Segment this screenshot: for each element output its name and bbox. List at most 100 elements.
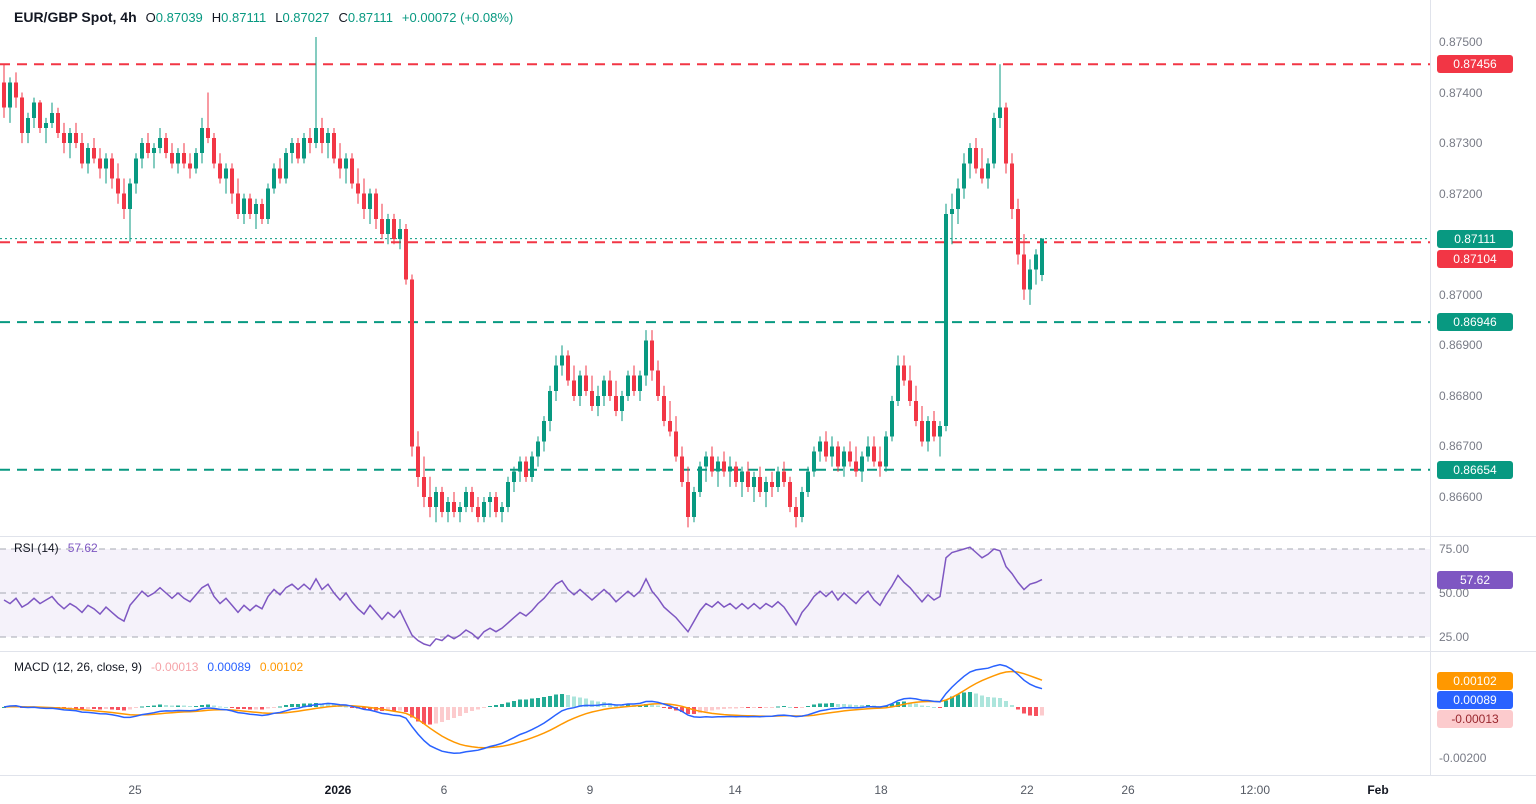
- candle-body: [752, 476, 756, 487]
- candle-body: [188, 163, 192, 169]
- macd-histogram-bar: [968, 692, 972, 707]
- candle-body: [152, 148, 156, 154]
- macd-histogram-bar: [188, 706, 192, 708]
- candle-body: [722, 461, 726, 472]
- macd-histogram-bar: [368, 707, 372, 710]
- candle-body: [50, 112, 54, 123]
- macd-histogram-bar: [842, 703, 846, 707]
- macd-histogram-bar: [782, 706, 786, 708]
- candle-body: [614, 395, 618, 412]
- macd-histogram-bar: [284, 705, 288, 707]
- macd-histogram-bar: [584, 698, 588, 707]
- candle-body: [80, 143, 84, 164]
- macd-histogram-bar: [812, 704, 816, 707]
- macd-histogram-bar: [998, 698, 1002, 707]
- candle-body: [626, 375, 630, 396]
- candle-body: [194, 153, 198, 169]
- macd-histogram-bar: [110, 707, 114, 710]
- macd-histogram-bar: [524, 699, 528, 707]
- rsi-title[interactable]: RSI (14): [14, 541, 59, 555]
- axis-tick-label: 0.87300: [1439, 136, 1483, 151]
- chart-canvas[interactable]: [0, 0, 1536, 775]
- macd-histogram-bar: [392, 707, 396, 712]
- macd-histogram-bar: [926, 705, 930, 707]
- candle-body: [734, 466, 738, 482]
- macd-histogram-bar: [698, 707, 702, 713]
- price-label-badge: 0.87111: [1437, 229, 1513, 248]
- candle-body: [662, 395, 666, 422]
- macd-histogram-bar: [788, 706, 792, 708]
- macd-histogram-bar: [452, 707, 456, 719]
- candle-body: [686, 481, 690, 518]
- macd-histogram-bar: [278, 706, 282, 708]
- candle-body: [692, 491, 696, 518]
- candle-body: [164, 138, 168, 154]
- axis-tick-label: 75.00: [1439, 542, 1470, 556]
- macd-histogram-bar: [590, 700, 594, 707]
- candle-body: [764, 481, 768, 492]
- time-axis[interactable]: 25 2026 6 9 14 18 22 26 12:00 Feb: [0, 775, 1536, 804]
- candle-body: [266, 188, 270, 219]
- macd-histogram-bar: [146, 706, 150, 708]
- candle-body: [458, 507, 462, 513]
- macd-histogram-bar: [434, 707, 438, 724]
- candle-body: [224, 168, 228, 179]
- candle-body: [320, 127, 324, 144]
- macd-histogram-bar: [194, 705, 198, 707]
- macd-histogram-bar: [518, 699, 522, 707]
- candle-body: [746, 471, 750, 487]
- candle-body: [488, 497, 492, 503]
- time-tick-label: 25: [128, 783, 142, 797]
- candle-body: [182, 153, 186, 164]
- candle-body: [278, 168, 282, 179]
- candle-body: [554, 365, 558, 391]
- candle-body: [398, 229, 402, 240]
- candle-body: [1022, 254, 1026, 290]
- candle-body: [620, 395, 624, 412]
- time-tick-label: 9: [586, 783, 594, 797]
- candle-body: [218, 163, 222, 179]
- rsi-line: [3, 546, 1043, 647]
- candle-body: [146, 143, 150, 154]
- pane-separator[interactable]: [0, 651, 1536, 652]
- candle-body: [902, 365, 906, 381]
- macd-histogram-bar: [410, 707, 414, 718]
- candle-body: [884, 436, 888, 467]
- macd-histogram-bar: [512, 700, 516, 707]
- candle-body: [818, 441, 822, 452]
- pane-separator[interactable]: [0, 536, 1536, 537]
- macd-title[interactable]: MACD (12, 26, close, 9): [14, 660, 143, 674]
- candle-body: [122, 193, 126, 209]
- macd-histogram-bar: [1004, 701, 1008, 707]
- candle-body: [356, 183, 360, 194]
- macd-value-badge: 0.00102: [1437, 671, 1513, 690]
- axis-tick-label: 0.87500: [1439, 35, 1483, 49]
- price-axis[interactable]: 0.875000.874000.873000.872000.871000.870…: [1430, 0, 1536, 775]
- candle-body: [584, 375, 588, 391]
- price-label-badge: 0.86654: [1437, 460, 1513, 479]
- time-tick-label: Feb: [1367, 783, 1389, 797]
- macd-histogram-bar: [398, 707, 402, 711]
- price-label-badge: 0.86946: [1437, 313, 1513, 332]
- macd-histogram-bar: [854, 705, 858, 707]
- candle-body: [200, 127, 204, 154]
- macd-histogram-bar: [488, 706, 492, 708]
- macd-histogram-bar: [320, 703, 324, 707]
- candle-body: [86, 148, 90, 164]
- candle-body: [812, 451, 816, 472]
- candle-body: [962, 163, 966, 189]
- macd-histogram-bar: [806, 706, 810, 708]
- macd-histogram-bar: [302, 703, 306, 707]
- macd-histogram-bar: [236, 707, 240, 710]
- candle-body: [428, 497, 432, 508]
- macd-histogram-bar: [830, 703, 834, 707]
- macd-histogram-bar: [224, 706, 228, 708]
- macd-hist-value: -0.00013: [151, 660, 199, 674]
- axis-tick-label: 0.87200: [1439, 186, 1483, 201]
- axis-tick-label: 0.86900: [1439, 338, 1483, 353]
- candle-body: [518, 461, 522, 472]
- symbol-title[interactable]: EUR/GBP Spot, 4h: [14, 9, 137, 25]
- candle-body: [434, 491, 438, 508]
- candle-body: [656, 370, 660, 396]
- macd-histogram-bar: [422, 707, 426, 724]
